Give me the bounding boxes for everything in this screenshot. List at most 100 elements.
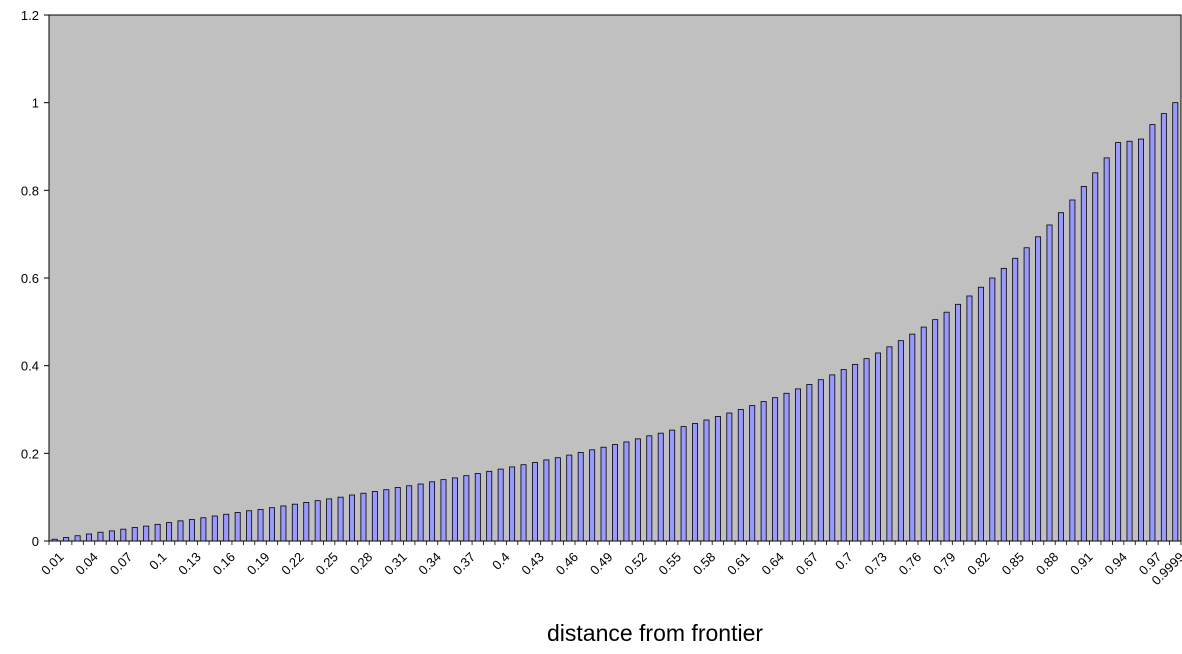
bar — [966, 295, 973, 542]
bar — [714, 416, 721, 542]
bar — [840, 369, 847, 542]
bar — [680, 426, 687, 542]
y-axis: 0 0.2 0.4 0.6 0.8 1 1.2 — [21, 8, 49, 549]
y-tick-label: 1.2 — [21, 8, 39, 23]
x-tick-label: 0.34 — [415, 549, 444, 578]
bar — [669, 429, 676, 542]
bar — [280, 505, 287, 542]
y-tick-label: 0.8 — [21, 183, 39, 198]
y-tick-label: 0.4 — [21, 359, 39, 374]
bar — [371, 491, 378, 542]
bar — [1000, 267, 1007, 542]
bar — [303, 502, 310, 542]
x-tick-label: 0.1 — [146, 549, 169, 572]
bar — [1069, 199, 1076, 542]
bar — [406, 485, 413, 542]
bar — [1138, 138, 1144, 542]
x-tick-label: 0.28 — [347, 549, 376, 578]
bar — [360, 492, 367, 542]
bar — [1103, 157, 1110, 542]
bar — [1160, 113, 1167, 542]
x-tick-label: 0.16 — [210, 549, 239, 578]
bar — [257, 509, 264, 542]
x-tick-label: 0.49 — [587, 549, 616, 578]
bar — [794, 388, 801, 542]
bar — [177, 520, 184, 542]
bar — [646, 435, 653, 542]
bar — [166, 522, 173, 542]
bar — [143, 525, 150, 542]
x-tick-label: 0.88 — [1033, 549, 1062, 578]
bar — [817, 379, 824, 542]
bar — [349, 494, 355, 542]
bar — [852, 363, 859, 542]
bar — [314, 500, 321, 542]
bar — [234, 512, 241, 542]
x-tick-label: 0.76 — [896, 549, 925, 578]
x-tick-label: 0.01 — [38, 549, 67, 578]
bar — [955, 303, 962, 542]
bar — [932, 319, 939, 542]
bar — [600, 446, 607, 542]
bar — [86, 533, 92, 542]
bar — [451, 477, 458, 542]
bar — [1035, 236, 1042, 542]
bar — [97, 531, 104, 542]
bar — [268, 507, 275, 542]
bar — [120, 528, 127, 542]
bar — [703, 419, 710, 542]
bar — [612, 444, 618, 542]
x-tick-label: 0.55 — [656, 549, 685, 578]
bar — [634, 438, 641, 542]
x-tick-label: 0.91 — [1067, 549, 1096, 578]
bar — [188, 519, 195, 542]
x-tick-label: 0.79 — [930, 549, 959, 578]
x-tick-label: 0.19 — [244, 549, 273, 578]
bar — [223, 513, 230, 542]
x-tick-label: 0.52 — [621, 549, 650, 578]
bar — [989, 277, 996, 542]
bar — [51, 538, 58, 542]
bar — [531, 462, 538, 542]
bar — [1080, 185, 1087, 542]
bar — [463, 475, 470, 542]
bar — [63, 537, 70, 542]
bar — [246, 510, 253, 542]
bar — [326, 498, 333, 542]
bar — [589, 449, 596, 542]
bar — [623, 441, 630, 542]
bar — [726, 412, 733, 542]
bar — [1172, 102, 1179, 542]
bar — [566, 454, 573, 542]
bar — [692, 423, 699, 542]
bar — [429, 481, 436, 542]
x-axis-title: distance from frontier — [547, 620, 763, 646]
bar — [543, 459, 550, 542]
x-tick-label: 0.22 — [278, 549, 307, 578]
x-tick-label: 0.07 — [107, 549, 136, 578]
bar — [875, 352, 881, 542]
bar — [1057, 212, 1064, 542]
bar — [394, 487, 401, 542]
x-tick-label: 0.61 — [724, 549, 753, 578]
bar — [509, 466, 516, 542]
bar — [1023, 247, 1030, 542]
bar — [211, 515, 218, 542]
x-tick-label: 0.82 — [964, 549, 993, 578]
bar — [760, 401, 767, 542]
bar — [1115, 142, 1122, 542]
x-tick-label: 0.94 — [1102, 549, 1131, 578]
bar — [554, 457, 561, 542]
bar — [497, 468, 504, 542]
bar — [383, 489, 390, 542]
bar — [154, 523, 161, 542]
bar — [886, 346, 893, 542]
bars-group — [51, 102, 1179, 542]
x-tick-label: 0.37 — [450, 549, 479, 578]
bar — [577, 452, 584, 542]
x-tick-label: 0.85 — [999, 549, 1028, 578]
x-tick-label: 0.04 — [72, 549, 101, 578]
y-tick-label: 0.6 — [21, 271, 39, 286]
x-tick-label: 0.4 — [489, 549, 512, 572]
